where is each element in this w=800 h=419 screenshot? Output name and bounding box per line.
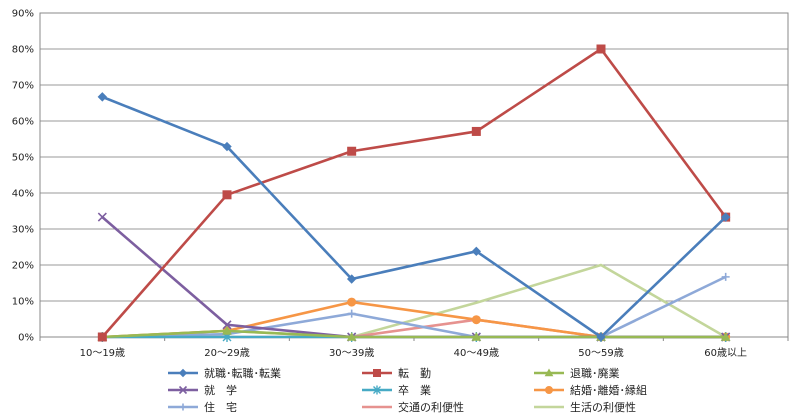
data-point-marker — [346, 331, 357, 341]
data-point-marker — [596, 332, 606, 342]
x-tick-label: 60歳以上 — [704, 347, 747, 359]
y-tick-label: 30% — [12, 225, 34, 236]
legend-label: 結婚･離婚･縁組 — [570, 383, 647, 397]
data-point-marker — [222, 325, 232, 335]
y-tick-label: 90% — [12, 9, 34, 20]
data-point-marker — [178, 385, 188, 395]
data-point-marker — [222, 190, 232, 200]
data-point-marker — [222, 320, 232, 330]
x-tick-label: 40～49歳 — [454, 347, 499, 359]
legend-label: 住 宅 — [204, 400, 237, 414]
series-line — [101, 47, 727, 338]
series-line — [101, 95, 727, 339]
data-point-marker — [347, 297, 357, 307]
data-point-marker — [347, 146, 357, 156]
data-point-marker — [97, 332, 107, 342]
legend-label: 生活の利便性 — [570, 400, 636, 414]
data-point-marker — [720, 331, 731, 341]
y-tick-label: 40% — [12, 189, 34, 200]
data-point-marker — [178, 368, 188, 378]
series-line — [102, 275, 727, 339]
data-point-marker — [179, 403, 187, 411]
data-point-marker — [471, 315, 481, 325]
data-point-marker — [373, 385, 381, 395]
legend-label: 転 勤 — [398, 367, 431, 380]
data-point-marker — [471, 331, 482, 341]
data-point-marker — [596, 44, 606, 54]
series-line — [102, 329, 726, 339]
data-point-marker — [545, 386, 553, 394]
y-tick-label: 70% — [12, 81, 34, 92]
data-point-marker — [97, 212, 107, 222]
x-tick-label: 10～19歳 — [80, 347, 125, 359]
data-point-marker — [222, 141, 232, 152]
y-tick-label: 60% — [12, 117, 34, 128]
plot-area-border — [39, 12, 789, 338]
y-tick-label: 50% — [12, 153, 34, 164]
data-point-marker — [544, 368, 554, 377]
data-point-marker — [471, 246, 482, 257]
data-point-marker — [373, 369, 381, 377]
y-tick-label: 80% — [12, 45, 34, 56]
legend-label: 就 学 — [204, 383, 237, 397]
data-point-marker — [471, 126, 481, 136]
x-tick-label: 50～59歳 — [578, 347, 623, 359]
data-point-marker — [347, 309, 356, 318]
data-point-marker — [720, 212, 731, 222]
legend-label: 卒 業 — [398, 383, 431, 397]
legend-label: 退職･廃業 — [570, 366, 620, 380]
y-tick-label: 0% — [18, 333, 34, 344]
y-tick-label: 10% — [12, 297, 34, 308]
y-tick-label: 20% — [12, 261, 34, 272]
data-point-marker — [346, 274, 357, 284]
data-point-marker — [721, 272, 730, 281]
x-tick-label: 20～29歳 — [204, 347, 249, 359]
legend-label: 交通の利便性 — [398, 400, 464, 414]
data-point-marker — [97, 92, 108, 102]
x-tick-label: 30～39歳 — [329, 347, 374, 359]
legend-label: 就職･転職･転業 — [204, 366, 281, 380]
